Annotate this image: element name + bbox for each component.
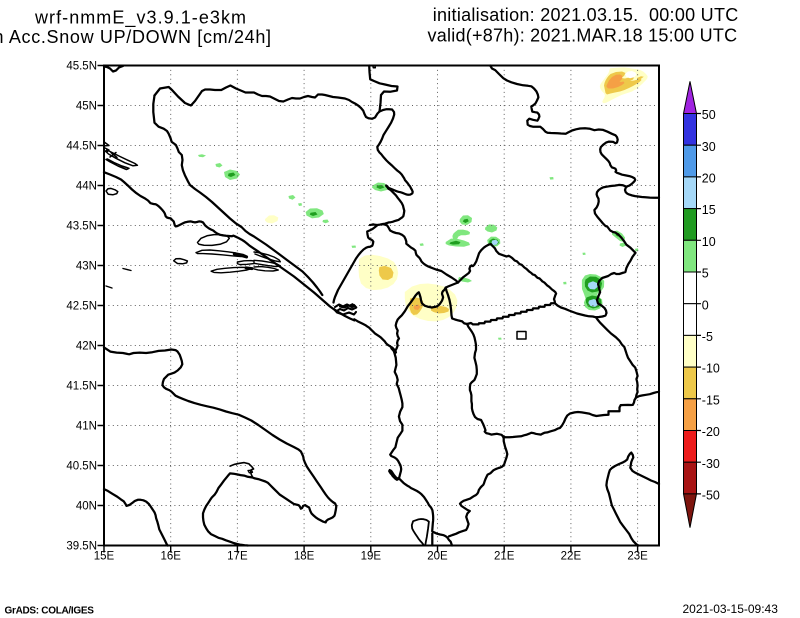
svg-text:-30: -30: [702, 457, 720, 471]
svg-text:2021-03-15-09:43: 2021-03-15-09:43: [683, 602, 779, 616]
svg-text:42N: 42N: [76, 341, 97, 353]
svg-text:-20: -20: [702, 425, 720, 439]
svg-text:21E: 21E: [494, 551, 515, 563]
svg-text:50: 50: [702, 108, 716, 122]
svg-text:41N: 41N: [76, 421, 97, 433]
svg-text:valid(+87h): 2021.MAR.18 15:00: valid(+87h): 2021.MAR.18 15:00 UTC: [428, 26, 738, 46]
svg-text:-10: -10: [702, 362, 720, 376]
svg-text:44.5N: 44.5N: [66, 141, 97, 153]
svg-text:40.5N: 40.5N: [66, 461, 97, 473]
svg-text:initialisation: 2021.03.15. 0: initialisation: 2021.03.15. 00:00 UTC: [433, 5, 739, 25]
svg-text:45.5N: 45.5N: [66, 61, 97, 73]
svg-text:45N: 45N: [76, 101, 97, 113]
svg-text:23E: 23E: [627, 551, 648, 563]
svg-text:10: 10: [702, 235, 716, 249]
svg-text:GrADS: COLA/IGES: GrADS: COLA/IGES: [5, 606, 95, 617]
svg-text:43.5N: 43.5N: [66, 221, 97, 233]
svg-text:0: 0: [702, 298, 709, 312]
svg-text:-5: -5: [702, 330, 713, 344]
svg-text:30: 30: [702, 140, 716, 154]
svg-text:15: 15: [702, 203, 716, 217]
svg-text:-15: -15: [702, 393, 720, 407]
svg-text:20E: 20E: [427, 551, 448, 563]
svg-text:wrf-nmmE_v3.9.1-e3km: wrf-nmmE_v3.9.1-e3km: [34, 7, 247, 28]
svg-text:-50: -50: [702, 489, 720, 503]
svg-text:41.5N: 41.5N: [66, 381, 97, 393]
svg-text:43N: 43N: [76, 261, 97, 273]
svg-text:18E: 18E: [294, 551, 315, 563]
svg-text:20: 20: [702, 172, 716, 186]
svg-text:h Acc.Snow UP/DOWN [cm/24h]: h Acc.Snow UP/DOWN [cm/24h]: [0, 27, 272, 47]
svg-text:16E: 16E: [160, 551, 181, 563]
svg-text:19E: 19E: [361, 551, 382, 563]
svg-text:44N: 44N: [76, 181, 97, 193]
svg-text:17E: 17E: [227, 551, 248, 563]
svg-text:22E: 22E: [561, 551, 582, 563]
svg-text:5: 5: [702, 267, 709, 281]
svg-text:39.5N: 39.5N: [66, 541, 97, 553]
svg-text:15E: 15E: [94, 551, 115, 563]
svg-text:40N: 40N: [76, 501, 97, 513]
svg-text:42.5N: 42.5N: [66, 301, 97, 313]
